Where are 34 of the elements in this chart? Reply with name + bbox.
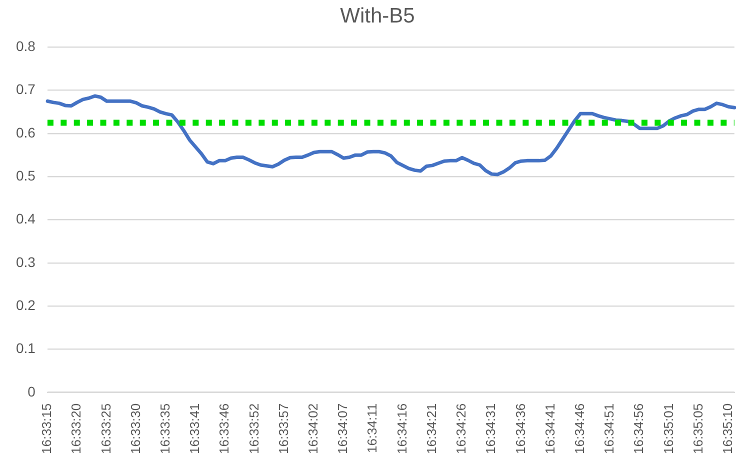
y-tick-label: 0.1 bbox=[16, 340, 36, 356]
x-tick-label: 16:35:05 bbox=[690, 403, 706, 454]
chart-title: With-B5 bbox=[340, 4, 415, 28]
y-tick-label: 0.7 bbox=[16, 81, 36, 98]
x-tick-label: 16:34:26 bbox=[454, 403, 469, 454]
x-tick-label: 16:34:56 bbox=[631, 403, 646, 454]
x-tick-label: 16:33:41 bbox=[187, 403, 202, 454]
x-tick-label: 16:34:41 bbox=[542, 403, 558, 454]
y-tick-label: 0.5 bbox=[16, 168, 36, 184]
x-tick-label: 16:34:21 bbox=[424, 403, 439, 454]
x-tick-label: 16:34:07 bbox=[335, 403, 350, 454]
x-tick-label: 16:33:46 bbox=[216, 403, 232, 454]
x-tick-label: 16:34:11 bbox=[364, 403, 380, 454]
x-tick-label: 16:33:57 bbox=[276, 403, 291, 454]
x-tick-label: 16:34:36 bbox=[512, 403, 528, 454]
y-tick-label: 0.8 bbox=[16, 38, 36, 54]
y-tick-label: 0.3 bbox=[16, 254, 36, 270]
y-tick-label: 0.2 bbox=[16, 296, 36, 313]
x-tick-label: 16:34:51 bbox=[602, 403, 617, 454]
x-tick-label: 16:35:10 bbox=[720, 403, 736, 454]
x-tick-label: 16:35:01 bbox=[660, 403, 676, 454]
x-tick-label: 16:34:46 bbox=[572, 403, 588, 454]
x-tick-label: 16:34:16 bbox=[394, 403, 410, 454]
x-tick-label: 16:33:30 bbox=[128, 403, 143, 454]
x-tick-label: 16:34:31 bbox=[483, 403, 498, 454]
x-tick-label: 16:33:52 bbox=[246, 403, 262, 454]
y-tick-label: 0.4 bbox=[16, 210, 36, 227]
x-tick-label: 16:34:02 bbox=[306, 403, 321, 454]
x-tick-label: 16:33:35 bbox=[157, 403, 172, 454]
x-tick-label: 16:33:25 bbox=[98, 403, 114, 454]
x-tick-label: 16:33:20 bbox=[68, 403, 84, 454]
x-tick-label: 16:33:15 bbox=[39, 403, 54, 454]
y-tick-label: 0.6 bbox=[16, 124, 36, 140]
y-tick-label: 0 bbox=[28, 383, 36, 400]
